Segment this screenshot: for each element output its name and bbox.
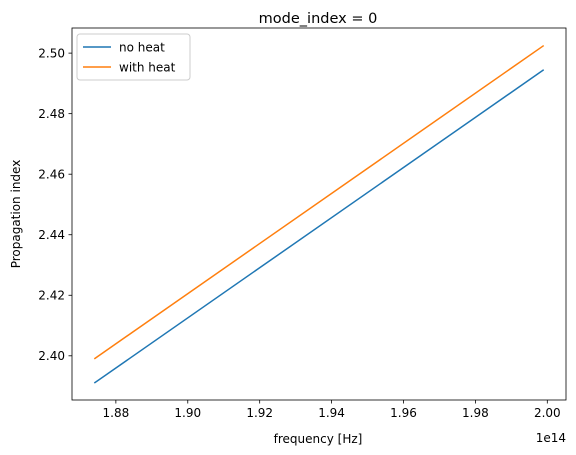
- y-axis-ticks: 2.40 2.42 2.44 2.46 2.48 2.50: [38, 46, 72, 363]
- legend-label-0: no heat: [119, 40, 165, 54]
- series-layer: [93, 44, 545, 384]
- plot-area: [72, 28, 566, 400]
- y-tick-label: 2.44: [38, 228, 65, 242]
- x-tick-label: 1.88: [103, 406, 130, 420]
- x-tick-label: 1.98: [462, 406, 489, 420]
- series-line-0: [93, 69, 545, 384]
- legend-frame: [76, 33, 191, 81]
- y-tick-label: 2.46: [38, 167, 65, 181]
- x-axis-ticks: 1.88 1.90 1.92 1.94 1.96 1.98 2.00: [103, 400, 561, 420]
- chart-title: mode_index = 0: [259, 11, 378, 27]
- plot-frame: [71, 27, 567, 401]
- x-tick-label: 1.90: [174, 406, 201, 420]
- y-tick-label: 2.40: [38, 349, 65, 363]
- y-tick-label: 2.50: [38, 46, 65, 60]
- x-axis-offset-label: 1e14: [536, 431, 566, 445]
- legend-label-1: with heat: [119, 60, 176, 74]
- legend: no heat with heat: [76, 33, 191, 81]
- x-tick-label: 1.96: [390, 406, 417, 420]
- y-axis-label: Propagation index: [9, 160, 23, 269]
- series-line-1: [93, 44, 545, 360]
- x-tick-label: 1.94: [318, 406, 345, 420]
- x-tick-label: 1.92: [246, 406, 273, 420]
- y-tick-label: 2.42: [38, 289, 65, 303]
- y-tick-label: 2.48: [38, 107, 65, 121]
- x-tick-label: 2.00: [534, 406, 561, 420]
- x-axis-label: frequency [Hz]: [274, 432, 363, 446]
